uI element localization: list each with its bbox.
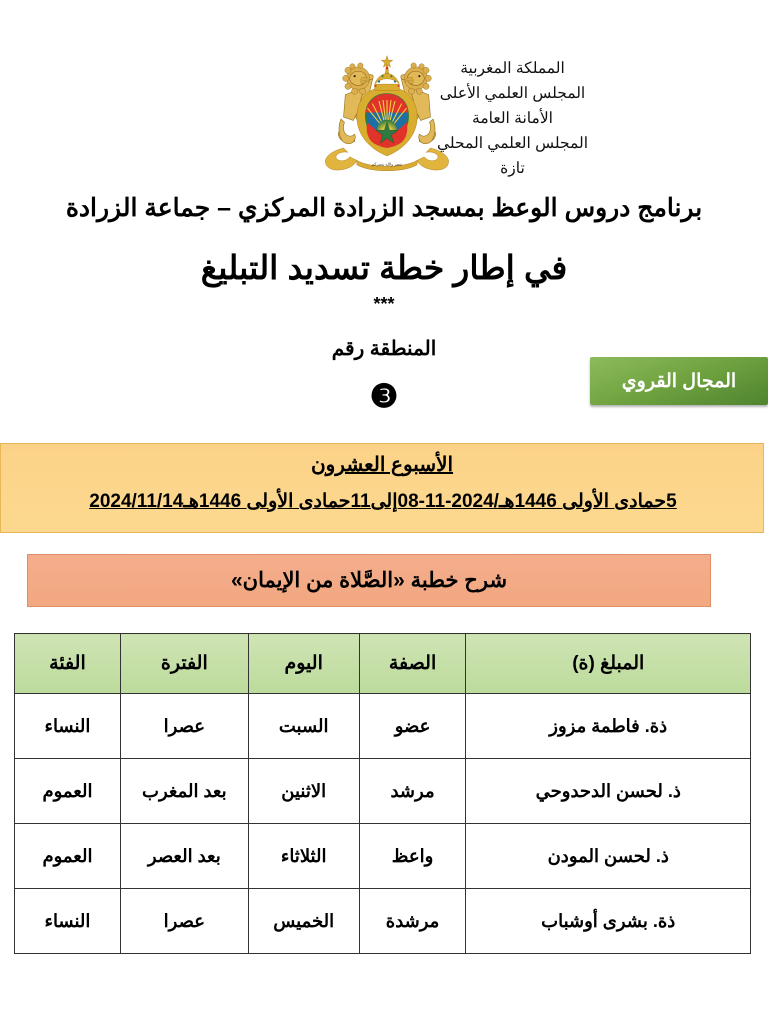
svg-text:تنصر والله ينصركم: تنصر والله ينصركم [372,162,402,167]
